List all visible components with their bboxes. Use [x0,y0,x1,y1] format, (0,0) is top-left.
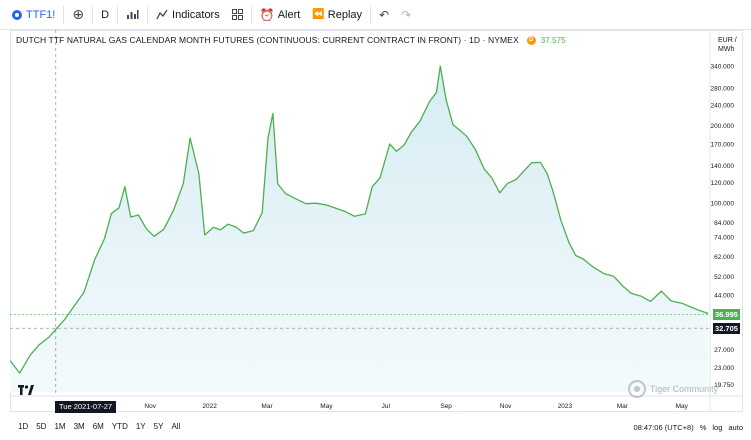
interval-label: D [101,8,110,21]
price-line [10,65,709,374]
crosshair-price-tag: 32.705 [713,322,740,334]
auto-scale-button[interactable]: auto [728,422,743,432]
toolbar-divider [92,5,94,24]
redo-icon: ↷ [401,7,412,22]
tradingview-logo[interactable] [18,383,34,398]
undo-button[interactable]: ↶ [373,0,395,30]
range-buttons: 1D 5D 1M 3M 6M YTD 1Y 5Y All [0,417,184,437]
y-tick-label: 52.000 [714,274,734,281]
interval-button[interactable]: D [95,0,115,30]
y-tick-label: 240.000 [711,103,735,110]
x-tick-label: Jul [382,403,391,410]
symbol-search-button[interactable]: TTF1! [0,0,61,30]
log-scale-button[interactable]: log [712,422,723,432]
replay-button[interactable]: ⏪ Replay [306,0,368,30]
time-axis[interactable]: SepNov2022MarMayJulSepNov2023MarMay [85,403,689,410]
alert-button[interactable]: ⏰ Alert [254,0,307,30]
range-button-1d[interactable]: 1D [18,422,29,431]
alert-label: Alert [277,8,301,21]
chart-title: DUTCH TTF NATURAL GAS CALENDAR MONTH FUT… [16,35,519,45]
range-button-all[interactable]: All [171,422,181,431]
price-chart[interactable]: 19.75023.00027.00037.00044.00052.00062.0… [10,30,743,412]
indicators-label: Indicators [172,8,220,21]
x-tick-label: Sep [440,403,452,410]
indicators-button[interactable]: Indicators [150,0,226,30]
bottom-right-controls: 08:47:06 (UTC+8) % log auto [633,414,743,440]
y-tick-label: 340.000 [711,64,735,71]
range-button-5d[interactable]: 5D [36,422,47,431]
alarm-clock-icon: ⏰ [259,7,275,22]
x-tick-label: Mar [261,403,273,410]
chart-legend: DUTCH TTF NATURAL GAS CALENDAR MONTH FUT… [16,33,566,47]
y-tick-label: 62.000 [714,254,734,261]
y-tick-label: 44.000 [714,293,734,300]
toolbar-divider [370,5,372,24]
y-tick-label: 23.000 [714,365,734,372]
y-tick-label: 19.750 [714,382,734,389]
last-value: 37.575 [540,35,566,45]
range-button-6m[interactable]: 6M [92,422,104,431]
watermark-text: Tiger Community [650,384,719,394]
range-button-ytd[interactable]: YTD [111,422,128,431]
y-tick-label: 280.000 [711,85,735,92]
toolbar-divider [117,5,119,24]
status-badge: D [526,35,536,45]
y-tick-label: 100.000 [711,201,735,208]
x-tick-label: May [320,403,333,410]
x-tick-label: Mar [617,403,629,410]
price-axis[interactable]: 19.75023.00027.00037.00044.00052.00062.0… [711,64,735,389]
y-tick-label: 140.000 [711,163,735,170]
y-tick-label: 170.000 [711,141,735,148]
price-unit-label[interactable]: EUR / MWh [718,37,737,53]
crosshair-date-tag: Tue 2021-07-27 [55,401,117,413]
range-button-3m[interactable]: 3M [73,422,85,431]
plus-circle-icon: ⊕ [72,6,85,22]
toolbar-divider [147,5,149,24]
y-tick-label: 27.000 [714,347,734,354]
top-toolbar: TTF1! ⊕ D Indicators ⏰ Alert ⏪ Replay ↶ … [0,0,751,30]
symbol-label: TTF1! [26,8,56,21]
y-tick-label: 74.000 [714,234,734,241]
grid-icon [231,9,243,20]
tradingview-logo-icon [18,385,34,395]
undo-icon: ↶ [379,7,390,22]
toolbar-divider [63,5,65,24]
y-tick-label: 84.000 [714,220,734,227]
range-button-1m[interactable]: 1M [54,422,66,431]
x-tick-label: 2023 [558,403,573,410]
clock-time[interactable]: 08:47:06 (UTC+8) [633,422,694,432]
range-button-1y[interactable]: 1Y [135,422,146,431]
range-button-5y[interactable]: 5Y [153,422,164,431]
chart-type-button[interactable] [120,0,145,30]
bar-chart-icon [127,10,139,19]
watermark-logo-icon [628,380,646,398]
replay-label: Replay [327,8,363,21]
x-tick-label: Nov [500,403,512,410]
x-tick-label: 2022 [202,403,217,410]
x-tick-label: Nov [144,403,156,410]
compare-symbol-button[interactable]: ⊕ [66,0,90,30]
price-area-fill [10,66,709,392]
percent-scale-button[interactable]: % [699,422,707,432]
bottom-toolbar: 1D 5D 1M 3M 6M YTD 1Y 5Y All 08:47:06 (UTC+8) % … [0,414,751,440]
redo-button[interactable]: ↷ [395,0,417,30]
current-price-tag: 36.995 [713,308,740,320]
layout-button[interactable] [226,0,249,30]
y-tick-label: 120.000 [711,180,735,187]
watermark: Tiger Community [628,380,718,398]
x-tick-label: May [676,403,689,410]
symbol-logo-icon [12,9,22,20]
indicators-icon [156,9,168,20]
y-tick-label: 200.000 [711,123,735,130]
toolbar-divider [250,5,252,24]
rewind-icon: ⏪ [312,9,325,20]
